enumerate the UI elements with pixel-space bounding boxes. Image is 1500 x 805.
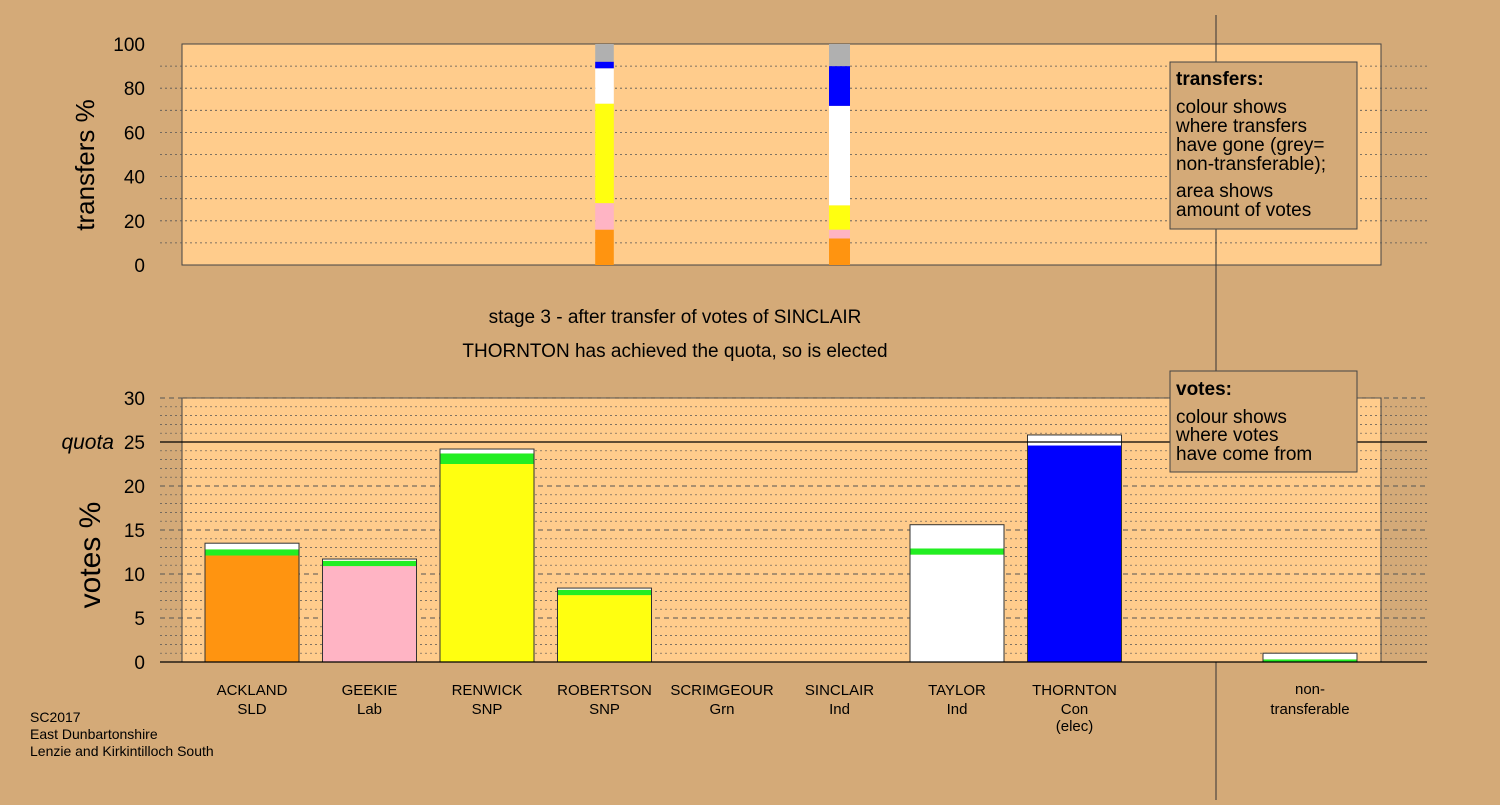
transfer-segment-robertson-con xyxy=(595,61,614,69)
votes-x-labels: ACKLAND SLD GEEKIE Lab RENWICK SNP ROBERTSON SN… xyxy=(217,681,1350,735)
transfers-legend-title: transfers: xyxy=(1176,69,1264,90)
candidate-name-label: THORNTON xyxy=(1032,682,1117,699)
vote-segment-geekie-lab xyxy=(322,566,417,662)
stage-caption: stage 3 - after transfer of votes of SIN… xyxy=(489,307,862,328)
transfer-segment-robertson-non_transferable xyxy=(595,44,614,62)
transfer-segment-sinclair-sld xyxy=(829,238,850,265)
candidate-party-label: SNP xyxy=(589,701,620,718)
votes-y-ticks: 0 5 10 15 20 25 30 xyxy=(124,389,145,674)
votes-legend-box xyxy=(1169,370,1358,473)
vote-segment-taylor-grn xyxy=(910,548,1004,555)
vote-segment-renwick-grn xyxy=(440,453,534,464)
transfer-segment-robertson-snp xyxy=(595,103,614,204)
candidate-party-label: Lab xyxy=(357,701,382,718)
vote-segment-robertson-grn xyxy=(557,589,652,596)
vote-segment-taylor-ind xyxy=(910,524,1004,549)
transfers-legend-box xyxy=(1169,61,1358,230)
candidate-party-label: Ind xyxy=(829,701,850,718)
vote-segment-geekie-ind xyxy=(322,559,417,561)
vote-segment-non-transferable-grn xyxy=(1263,659,1357,662)
votes-tick-label: 25 xyxy=(124,433,145,454)
transfer-segment-robertson-ind xyxy=(595,68,614,104)
candidate-party-label: SNP xyxy=(472,701,503,718)
votes-y-axis-label: votes % xyxy=(74,502,107,609)
candidate-party-label: Ind xyxy=(947,701,968,718)
candidate-elected-label: (elec) xyxy=(1056,718,1094,735)
transfer-segment-robertson-sld xyxy=(595,229,614,265)
candidate-name-label: RENWICK xyxy=(452,682,523,699)
transfers-tick-label: 80 xyxy=(124,79,145,100)
candidate-name-label: SINCLAIR xyxy=(805,682,874,699)
candidate-party-label: SLD xyxy=(237,701,266,718)
transfers-legend-line: area shows xyxy=(1176,181,1273,202)
vote-segment-thornton-ind xyxy=(1027,434,1122,446)
candidate-party-label: Con xyxy=(1061,701,1089,718)
votes-legend-line: where votes xyxy=(1175,425,1278,446)
candidate-name-label: SCRIMGEOUR xyxy=(670,682,774,699)
transfers-legend-line: amount of votes xyxy=(1176,200,1311,221)
transfers-tick-label: 20 xyxy=(124,212,145,233)
votes-tick-label: 5 xyxy=(134,609,145,630)
transfers-legend-line: colour shows xyxy=(1176,97,1287,118)
transfer-segment-sinclair-con xyxy=(829,66,850,106)
transfers-tick-label: 40 xyxy=(124,168,145,189)
transfers-y-ticks: 0 20 40 60 80 100 xyxy=(113,35,145,277)
vote-segment-ackland-grn xyxy=(205,549,299,556)
votes-legend-line: have come from xyxy=(1176,444,1312,465)
transfer-segment-sinclair-snp xyxy=(829,205,850,230)
votes-legend-title: votes: xyxy=(1176,379,1232,400)
transfers-legend-line: where transfers xyxy=(1175,116,1307,137)
footer-council: East Dunbartonshire xyxy=(30,726,158,742)
transfers-tick-label: 100 xyxy=(113,35,145,56)
transfer-segment-robertson-lab xyxy=(595,203,614,230)
quota-label: quota xyxy=(61,431,114,454)
vote-segment-renwick-ind xyxy=(440,449,534,454)
candidate-name-label: TAYLOR xyxy=(928,682,986,699)
vote-segment-ackland-ind xyxy=(205,543,299,550)
candidate-name-label: ACKLAND xyxy=(217,682,288,699)
elected-caption: THORNTON has achieved the quota, so is e… xyxy=(462,341,887,362)
transfers-legend-line: non-transferable); xyxy=(1176,154,1326,175)
votes-tick-label: 15 xyxy=(124,521,145,542)
footer-ward: Lenzie and Kirkintilloch South xyxy=(30,743,214,759)
transfers-bars xyxy=(595,44,850,265)
transfers-legend-line: have gone (grey= xyxy=(1176,135,1324,156)
votes-tick-label: 10 xyxy=(124,565,145,586)
votes-tick-label: 0 xyxy=(134,653,145,674)
vote-segment-robertson-ind xyxy=(557,588,652,590)
vote-segment-ackland-sld xyxy=(205,555,299,662)
candidate-name-label: ROBERTSON xyxy=(557,682,652,699)
vote-segment-robertson-snp xyxy=(557,595,652,662)
votes-legend: votes: colour shows where votes have com… xyxy=(1169,370,1358,473)
transfers-tick-label: 0 xyxy=(134,256,145,277)
vote-segment-non-transferable-ind xyxy=(1263,653,1357,660)
footer-election: SC2017 xyxy=(30,709,81,725)
votes-legend-line: colour shows xyxy=(1176,407,1287,428)
vote-segment-renwick-snp xyxy=(440,464,534,662)
transfer-segment-sinclair-lab xyxy=(829,229,850,239)
vote-segment-taylor-ind xyxy=(910,554,1004,662)
non-transferable-label: non- xyxy=(1295,681,1325,698)
vote-segment-geekie-grn xyxy=(322,560,417,567)
candidate-name-label: GEEKIE xyxy=(342,682,398,699)
transfers-y-axis-label: transfers % xyxy=(70,99,100,231)
candidate-party-label: Grn xyxy=(709,701,734,718)
vote-segment-thornton-con xyxy=(1027,445,1122,662)
votes-tick-label: 30 xyxy=(124,389,145,410)
non-transferable-label: transferable xyxy=(1270,701,1349,718)
transfers-tick-label: 60 xyxy=(124,123,145,144)
votes-tick-label: 20 xyxy=(124,477,145,498)
transfer-segment-sinclair-non_transferable xyxy=(829,44,850,67)
transfer-segment-sinclair-ind xyxy=(829,105,850,206)
transfers-legend: transfers: colour shows where transfers … xyxy=(1169,61,1358,230)
votes-bars xyxy=(204,434,1358,663)
